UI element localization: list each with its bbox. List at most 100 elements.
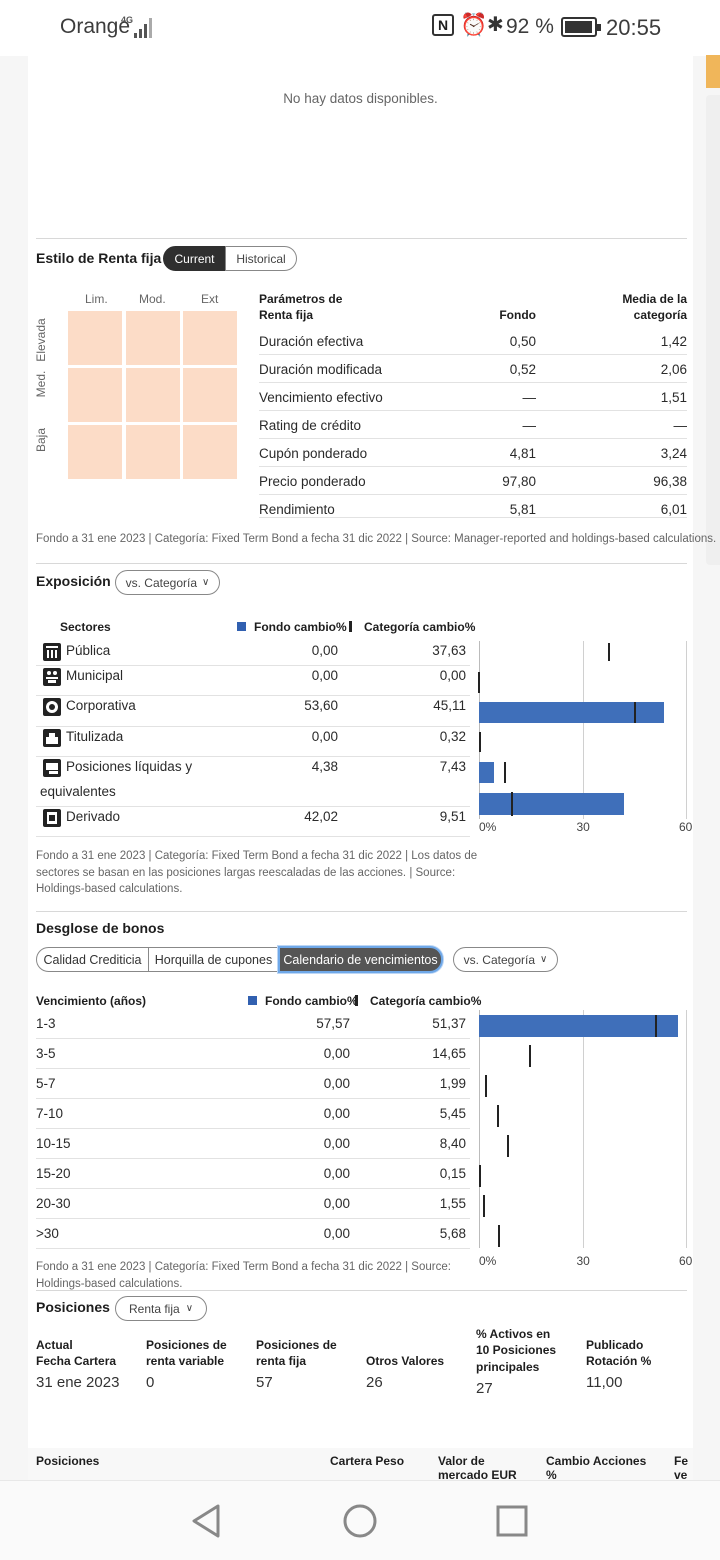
home-icon[interactable] [342, 1503, 378, 1539]
axis-tick-label: 0% [479, 820, 497, 834]
param-media-value: 1,42 [660, 334, 687, 349]
battery-icon [561, 17, 601, 37]
stat-label: renta fija [256, 1354, 307, 1368]
exposicion-fondo-bar [479, 702, 664, 723]
recents-icon[interactable] [496, 1505, 528, 1537]
table-header: Fondo [499, 308, 536, 322]
stat-label: renta variable [146, 1354, 225, 1368]
no-data-message: No hay datos disponibles. [283, 91, 438, 106]
exposicion-fondo-bar [479, 762, 495, 783]
param-media-value: — [673, 418, 688, 433]
tab-calidad-crediticia[interactable]: Calidad Crediticia [36, 947, 149, 972]
desglose-fondo-bar [479, 1015, 678, 1037]
header-line: Valor de [438, 1454, 485, 1468]
stat-value: 11,00 [586, 1374, 623, 1391]
col-categoria: Categoría cambio% [364, 620, 476, 634]
footnote-line: Holdings-based calculations. [36, 883, 183, 895]
table-header: categoría [633, 308, 687, 322]
maturity-categoria-value: 1,55 [439, 1196, 466, 1211]
row-divider [36, 1128, 470, 1129]
sector-categoria-value: 0,32 [439, 729, 466, 744]
sector-label: Corporativa [66, 698, 136, 713]
stat-value: 0 [146, 1374, 155, 1391]
derivative-doc-icon [43, 809, 61, 827]
row-divider [36, 1248, 470, 1249]
alarm-icon: ⏰ [460, 12, 488, 37]
desglose-categoria-marker [655, 1014, 658, 1038]
col-posiciones[interactable]: Posiciones [36, 1454, 100, 1468]
stat-label: Posiciones de [146, 1338, 227, 1352]
municipal-icon [43, 668, 61, 686]
param-media-value: 96,38 [653, 474, 687, 489]
tab-current[interactable]: Current [163, 246, 226, 271]
chevron-down-icon: ∨ [202, 577, 210, 588]
tab-calendario-vencimientos[interactable]: Calendario de vencimientos [278, 946, 443, 973]
col-cambio-acciones[interactable]: Cambio Acciones % [546, 1454, 646, 1482]
col-fecha-vencimiento[interactable]: Fe ve [674, 1454, 693, 1482]
compare-dropdown[interactable]: vs. Categoría ∨ [115, 570, 220, 595]
compare-dropdown[interactable]: vs. Categoría ∨ [453, 947, 558, 972]
header-line: Cambio Acciones [546, 1454, 647, 1468]
style-cell [68, 368, 122, 422]
scrollbar-track[interactable] [706, 95, 720, 565]
maturity-fondo-value: 0,00 [323, 1196, 350, 1211]
row-divider [36, 1098, 470, 1099]
sector-fondo-value: 0,00 [311, 668, 338, 683]
row-divider [259, 517, 687, 518]
section-title-desglose: Desglose de bonos [36, 920, 165, 936]
gridline [582, 1010, 584, 1248]
stat-label: Fecha Cartera [36, 1354, 117, 1368]
row-divider [36, 1068, 470, 1069]
maturity-label: 15-20 [36, 1166, 71, 1181]
legend-fondo-icon [237, 622, 246, 631]
row-divider [36, 1158, 470, 1159]
sector-fondo-value: 4,38 [311, 759, 338, 774]
param-media-value: 1,51 [660, 390, 687, 405]
row-divider [259, 354, 687, 355]
bluetooth-icon: ✱ [487, 14, 504, 36]
maturity-categoria-value: 0,15 [439, 1166, 466, 1181]
sector-categoria-value: 45,11 [433, 698, 466, 713]
public-building-icon [43, 643, 61, 661]
holdings-filter-dropdown[interactable]: Renta fija ∨ [115, 1296, 207, 1321]
back-icon[interactable] [190, 1503, 222, 1539]
header-line: ve [674, 1468, 688, 1482]
row-divider [259, 438, 687, 439]
table-header: Renta fija [259, 308, 314, 322]
desglose-categoria-marker [478, 1164, 481, 1188]
maturity-categoria-value: 8,40 [439, 1136, 466, 1151]
divider [36, 563, 687, 564]
exposicion-categoria-marker [633, 701, 636, 724]
section-title-exposicion: Exposición [36, 573, 111, 589]
col-valor-mercado[interactable]: Valor de mercado EUR [438, 1454, 517, 1482]
style-cell [126, 425, 180, 479]
desglose-categoria-marker [484, 1074, 487, 1098]
stat-label: % Activos en [476, 1327, 551, 1341]
param-label: Rating de crédito [259, 418, 362, 433]
maturity-fondo-value: 0,00 [323, 1136, 350, 1151]
param-label: Duración efectiva [259, 334, 364, 349]
divider [36, 911, 687, 912]
tab-historical[interactable]: Historical [225, 246, 297, 271]
style-cell [183, 311, 237, 365]
sector-fondo-value: 42,02 [304, 809, 338, 824]
row-divider [36, 806, 470, 807]
scroll-indicator[interactable] [706, 55, 720, 88]
axis-tick-label: 30 [576, 820, 590, 834]
footnote-line: Fondo a 31 ene 2023 | Categoría: Fixed T… [36, 850, 478, 862]
battery-percent: 92 % [506, 15, 554, 38]
tab-horquilla-cupones[interactable]: Horquilla de cupones [148, 947, 279, 972]
exposicion-categoria-marker [607, 643, 610, 661]
gridline [686, 641, 687, 819]
maturity-categoria-value: 1,99 [439, 1076, 466, 1091]
compare-label: vs. Categoría [463, 952, 536, 967]
holdings-table-header [28, 1448, 693, 1480]
col-fondo: Fondo cambio% [265, 994, 358, 1008]
sector-fondo-value: 0,00 [311, 729, 338, 744]
maturity-fondo-value: 0,00 [323, 1046, 350, 1061]
stat-value: 26 [366, 1374, 383, 1391]
maturity-categoria-value: 5,45 [439, 1106, 466, 1121]
gridline [582, 641, 584, 819]
stat-value: 27 [476, 1380, 493, 1397]
col-cartera-peso[interactable]: Cartera Peso [330, 1454, 405, 1468]
